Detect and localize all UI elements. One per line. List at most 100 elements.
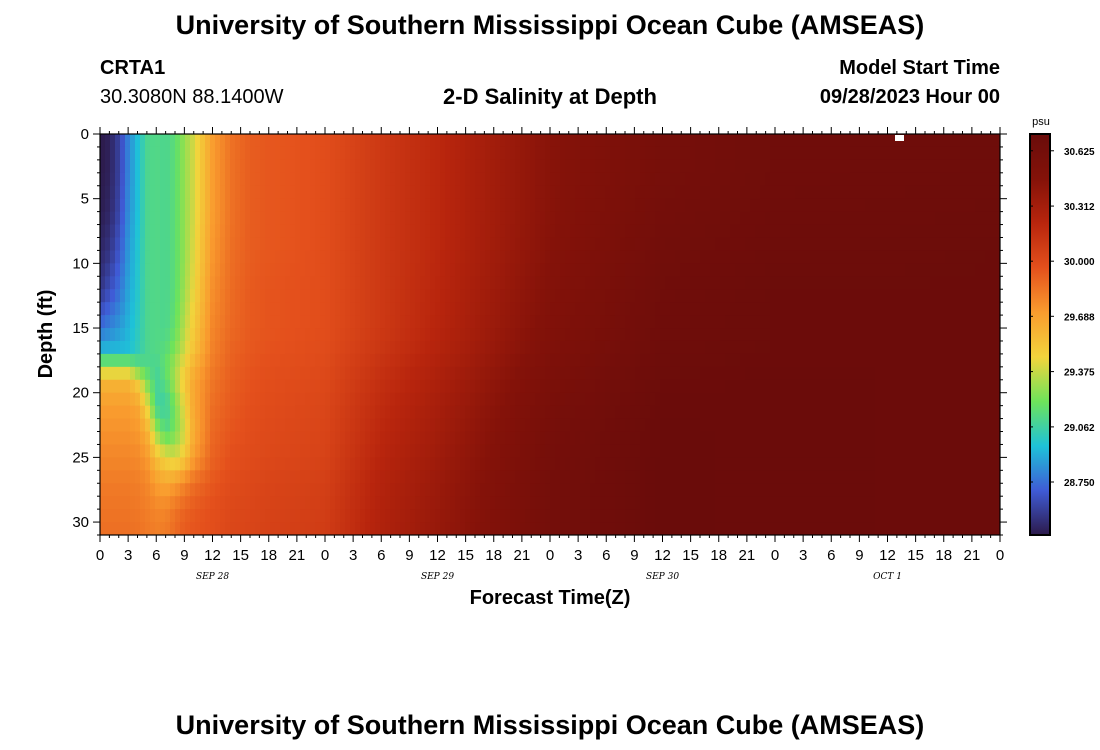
heatmap-cell bbox=[250, 250, 256, 264]
heatmap-cell bbox=[375, 224, 381, 239]
heatmap-cell bbox=[735, 185, 741, 200]
heatmap-cell bbox=[180, 289, 186, 303]
heatmap-cell bbox=[650, 146, 656, 161]
heatmap-cell bbox=[675, 211, 681, 226]
heatmap-cell bbox=[290, 483, 296, 497]
heatmap-cell bbox=[225, 146, 231, 161]
heatmap-cell bbox=[480, 496, 486, 510]
heatmap-cell bbox=[780, 198, 786, 213]
heatmap-cell bbox=[520, 276, 526, 290]
heatmap-cell bbox=[215, 198, 221, 213]
heatmap-cell bbox=[110, 353, 116, 368]
heatmap-cell bbox=[260, 134, 266, 148]
heatmap-cell bbox=[810, 509, 816, 523]
heatmap-cell bbox=[185, 237, 191, 252]
heatmap-cell bbox=[845, 328, 851, 342]
heatmap-cell bbox=[145, 328, 151, 342]
heatmap-cell bbox=[635, 353, 641, 368]
heatmap-cell bbox=[550, 431, 556, 446]
heatmap-cell bbox=[500, 146, 506, 161]
heatmap-cell bbox=[860, 418, 866, 433]
heatmap-cell bbox=[155, 250, 161, 264]
heatmap-cell bbox=[325, 379, 331, 394]
heatmap-cell bbox=[775, 431, 781, 446]
heatmap-cell bbox=[460, 470, 466, 484]
heatmap-cell bbox=[540, 418, 546, 433]
heatmap-cell bbox=[240, 211, 246, 226]
heatmap-cell bbox=[210, 509, 216, 523]
heatmap-cell bbox=[190, 289, 196, 303]
heatmap-cell bbox=[385, 198, 391, 213]
heatmap-cell bbox=[865, 276, 871, 290]
heatmap-cell bbox=[810, 418, 816, 433]
heatmap-cell bbox=[525, 276, 531, 290]
heatmap-cell bbox=[360, 353, 366, 368]
heatmap-cell bbox=[440, 405, 446, 420]
heatmap-cell bbox=[610, 522, 616, 535]
heatmap-cell bbox=[340, 146, 346, 161]
heatmap-cell bbox=[425, 392, 431, 407]
heatmap-cell bbox=[475, 134, 481, 148]
heatmap-cell bbox=[275, 289, 281, 303]
heatmap-cell bbox=[180, 379, 186, 394]
heatmap-cell bbox=[885, 522, 891, 535]
heatmap-cell bbox=[315, 366, 321, 381]
heatmap-cell bbox=[355, 353, 361, 368]
heatmap-cell bbox=[300, 185, 306, 200]
heatmap-cell bbox=[510, 366, 516, 381]
heatmap-cell bbox=[200, 509, 206, 523]
heatmap-cell bbox=[810, 470, 816, 484]
heatmap-cell bbox=[745, 353, 751, 368]
heatmap-cell bbox=[390, 250, 396, 264]
heatmap-cell bbox=[290, 224, 296, 239]
heatmap-cell bbox=[795, 470, 801, 484]
heatmap-cell bbox=[725, 302, 731, 316]
heatmap-cell bbox=[755, 315, 761, 329]
heatmap-cell bbox=[680, 315, 686, 329]
heatmap-cell bbox=[520, 146, 526, 161]
heatmap-cell bbox=[340, 522, 346, 535]
heatmap-cell bbox=[245, 159, 251, 174]
heatmap-cell bbox=[205, 496, 211, 510]
heatmap-cell bbox=[750, 159, 756, 174]
heatmap-cell bbox=[500, 444, 506, 458]
heatmap-cell bbox=[765, 263, 771, 277]
heatmap-cell bbox=[640, 444, 646, 458]
heatmap-cell bbox=[190, 379, 196, 394]
heatmap-cell bbox=[760, 224, 766, 239]
heatmap-cell bbox=[150, 198, 156, 213]
heatmap-cell bbox=[525, 509, 531, 523]
heatmap-cell bbox=[800, 198, 806, 213]
heatmap-cell bbox=[660, 146, 666, 161]
heatmap-cell bbox=[305, 328, 311, 342]
heatmap-cell bbox=[835, 198, 841, 213]
heatmap-cell bbox=[185, 405, 191, 420]
heatmap-cell bbox=[385, 457, 391, 471]
heatmap-cell bbox=[795, 353, 801, 368]
heatmap-cell bbox=[515, 276, 521, 290]
heatmap-cell bbox=[790, 522, 796, 535]
heatmap-cell bbox=[495, 289, 501, 303]
heatmap-cell bbox=[900, 237, 906, 252]
heatmap-cell bbox=[695, 134, 701, 148]
heatmap-cell bbox=[230, 159, 236, 174]
heatmap-cell bbox=[345, 328, 351, 342]
heatmap-cell bbox=[580, 496, 586, 510]
heatmap-cell bbox=[665, 496, 671, 510]
heatmap-cell bbox=[720, 224, 726, 239]
heatmap-cell bbox=[520, 159, 526, 174]
heatmap-cell bbox=[750, 315, 756, 329]
heatmap-cell bbox=[445, 366, 451, 381]
heatmap-cell bbox=[420, 522, 426, 535]
heatmap-cell bbox=[255, 134, 261, 148]
heatmap-cell bbox=[630, 483, 636, 497]
heatmap-cell bbox=[740, 405, 746, 420]
heatmap-cell bbox=[450, 263, 456, 277]
heatmap-cell bbox=[720, 444, 726, 458]
heatmap-cell bbox=[110, 405, 116, 420]
heatmap-cell bbox=[575, 522, 581, 535]
heatmap-cell bbox=[115, 457, 121, 471]
heatmap-cell bbox=[515, 172, 521, 187]
heatmap-cell bbox=[440, 379, 446, 394]
heatmap-cell bbox=[760, 392, 766, 407]
